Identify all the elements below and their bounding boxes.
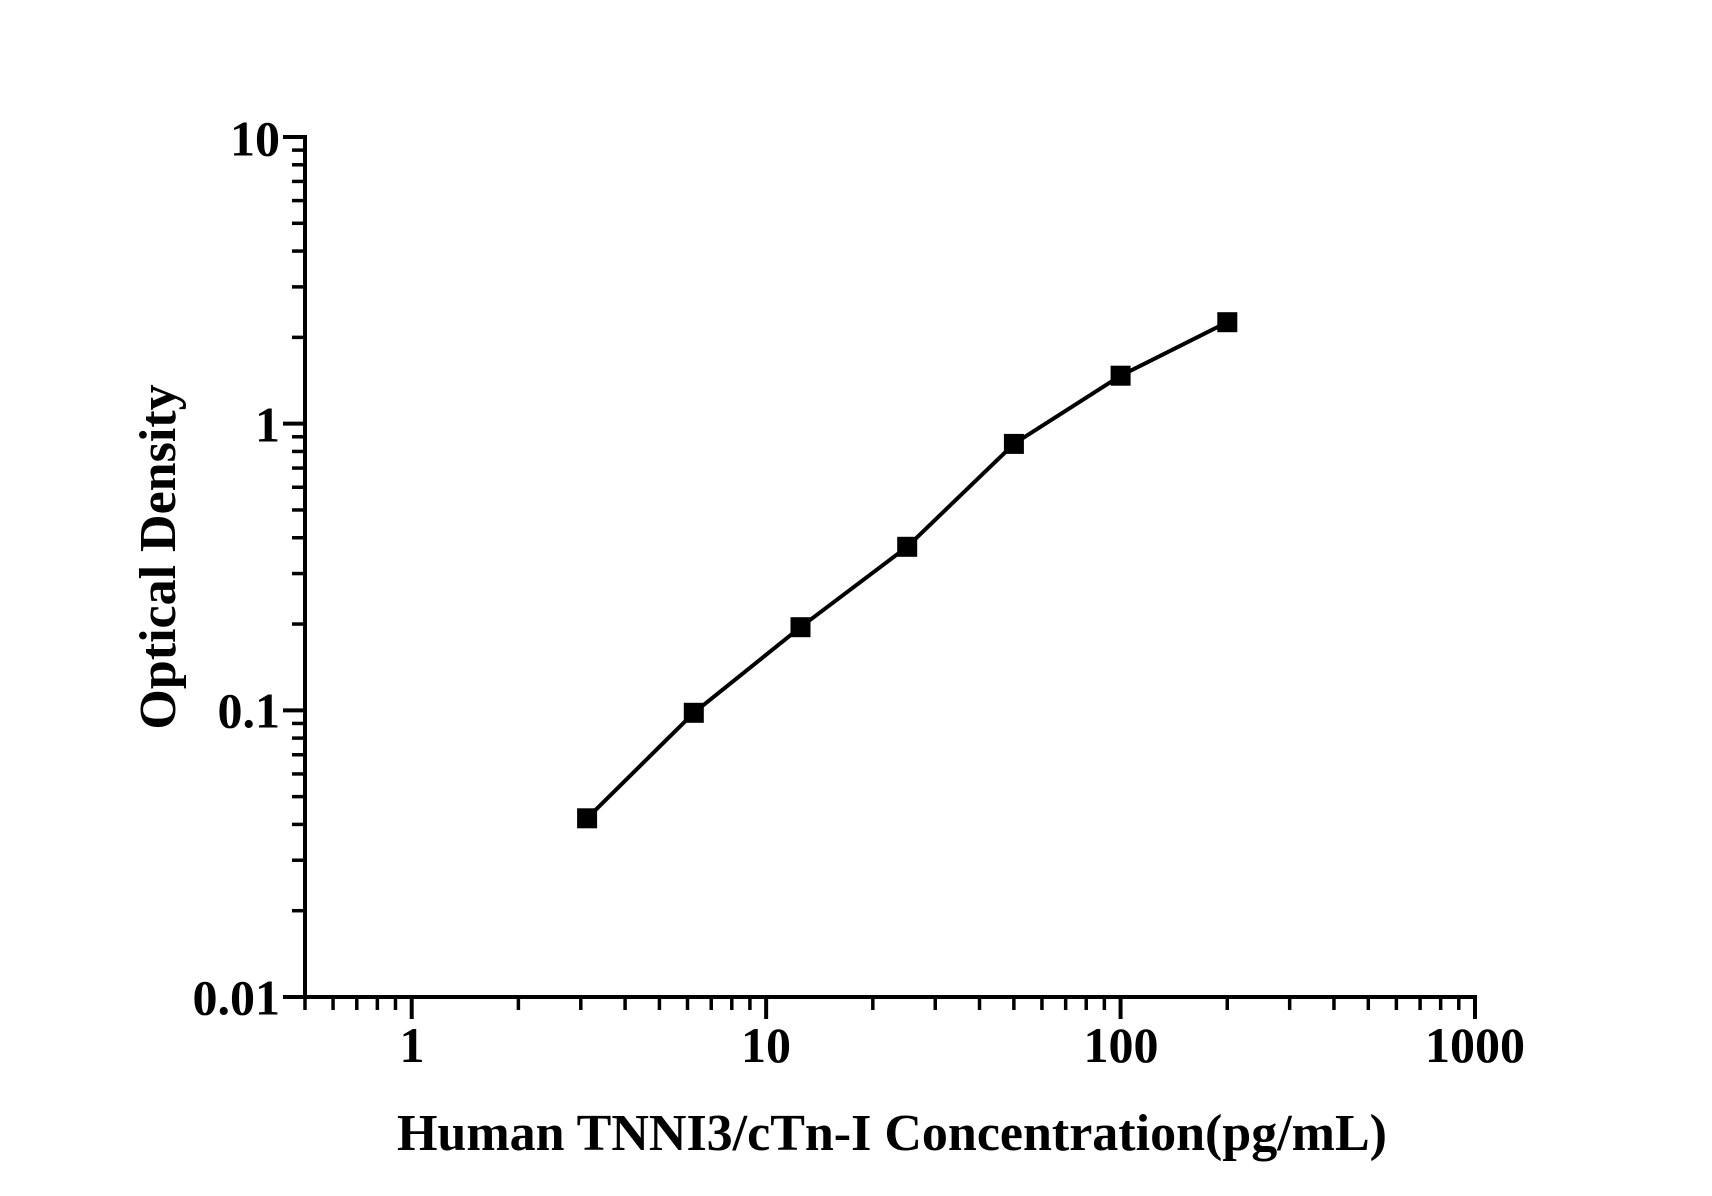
data-point-marker	[1110, 365, 1131, 386]
y-axis-title: Optical Density	[130, 384, 187, 729]
y-tick-label-0.1: 0.1	[218, 683, 281, 739]
data-point-marker	[897, 536, 918, 557]
y-tick-label-10: 10	[230, 111, 280, 167]
x-tick-label-100: 100	[1084, 1017, 1159, 1073]
x-tick-labels: 1 10 100 1000	[400, 1017, 1526, 1073]
data-point-marker	[683, 702, 704, 723]
plot-layer	[283, 135, 1477, 1019]
standard-curve-line	[585, 320, 1229, 820]
data-point-marker	[1003, 433, 1024, 454]
x-tick-label-1: 1	[400, 1017, 425, 1073]
data-point-marker	[790, 617, 811, 638]
x-axis-title: Human TNNI3/cTn-I Concentration(pg/mL)	[397, 1105, 1387, 1162]
x-tick-label-10: 10	[741, 1017, 791, 1073]
data-point-marker	[1217, 312, 1238, 333]
y-tick-label-0.01: 0.01	[193, 970, 281, 1026]
y-tick-labels: 0.01 0.1 1 10	[193, 111, 281, 1026]
data-point-marker	[577, 808, 598, 829]
y-tick-label-1: 1	[255, 397, 280, 453]
x-tick-label-1000: 1000	[1425, 1017, 1525, 1073]
